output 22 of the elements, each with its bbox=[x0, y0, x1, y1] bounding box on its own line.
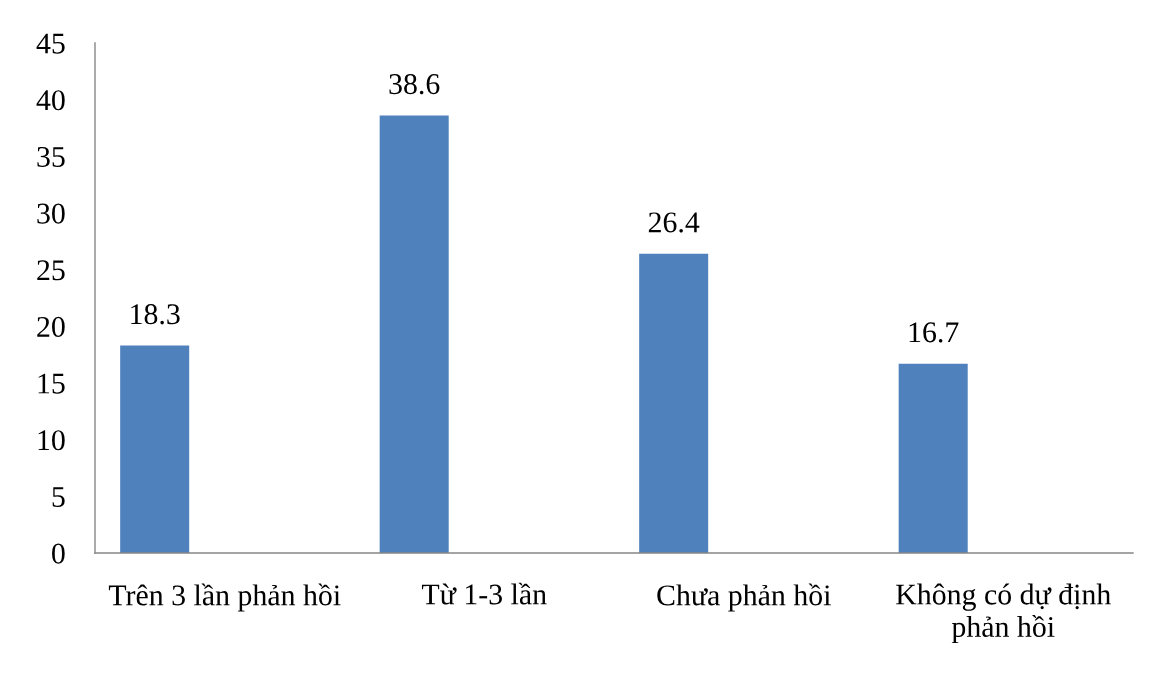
data-label: 38.6 bbox=[389, 74, 440, 95]
x-tick-label: Chưa phản hồi bbox=[657, 583, 831, 612]
y-tick-label: 30 bbox=[37, 203, 65, 224]
bar bbox=[379, 115, 449, 553]
x-tick-label: Từ 1-3 lần bbox=[421, 582, 547, 605]
data-label: 16.7 bbox=[909, 322, 959, 343]
y-tick-label: 20 bbox=[37, 316, 65, 337]
y-tick-label: 40 bbox=[36, 90, 65, 111]
y-tick-label: 25 bbox=[37, 260, 65, 281]
data-label: 18.3 bbox=[131, 304, 180, 325]
data-label: 26.4 bbox=[648, 212, 700, 233]
y-tick-label: 0 bbox=[52, 543, 65, 564]
x-tick-label: Trên 3 lần phản hồi bbox=[108, 583, 341, 612]
y-tick-label: 5 bbox=[52, 487, 65, 507]
bar bbox=[639, 253, 709, 553]
y-tick-label: 10 bbox=[38, 430, 65, 451]
bar bbox=[120, 345, 190, 553]
y-tick-label: 45 bbox=[36, 33, 65, 54]
y-tick-label: 15 bbox=[38, 373, 65, 394]
y-tick-label: 35 bbox=[37, 146, 65, 167]
bar bbox=[898, 363, 968, 553]
x-tick-label: Không có dự định phản hồi bbox=[896, 583, 1111, 644]
